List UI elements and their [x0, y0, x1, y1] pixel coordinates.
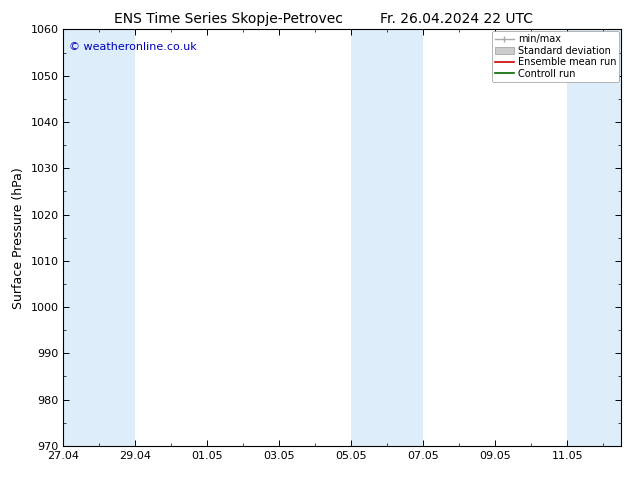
Text: ENS Time Series Skopje-Petrovec: ENS Time Series Skopje-Petrovec [113, 12, 343, 26]
Text: Fr. 26.04.2024 22 UTC: Fr. 26.04.2024 22 UTC [380, 12, 533, 26]
Text: © weatheronline.co.uk: © weatheronline.co.uk [69, 42, 197, 52]
Bar [567, 29, 621, 446]
Y-axis label: Surface Pressure (hPa): Surface Pressure (hPa) [12, 167, 25, 309]
Legend: min/max, Standard deviation, Ensemble mean run, Controll run: min/max, Standard deviation, Ensemble me… [492, 31, 619, 81]
Bar [387, 29, 424, 446]
Bar [100, 29, 136, 446]
Bar [63, 29, 100, 446]
Bar [351, 29, 387, 446]
